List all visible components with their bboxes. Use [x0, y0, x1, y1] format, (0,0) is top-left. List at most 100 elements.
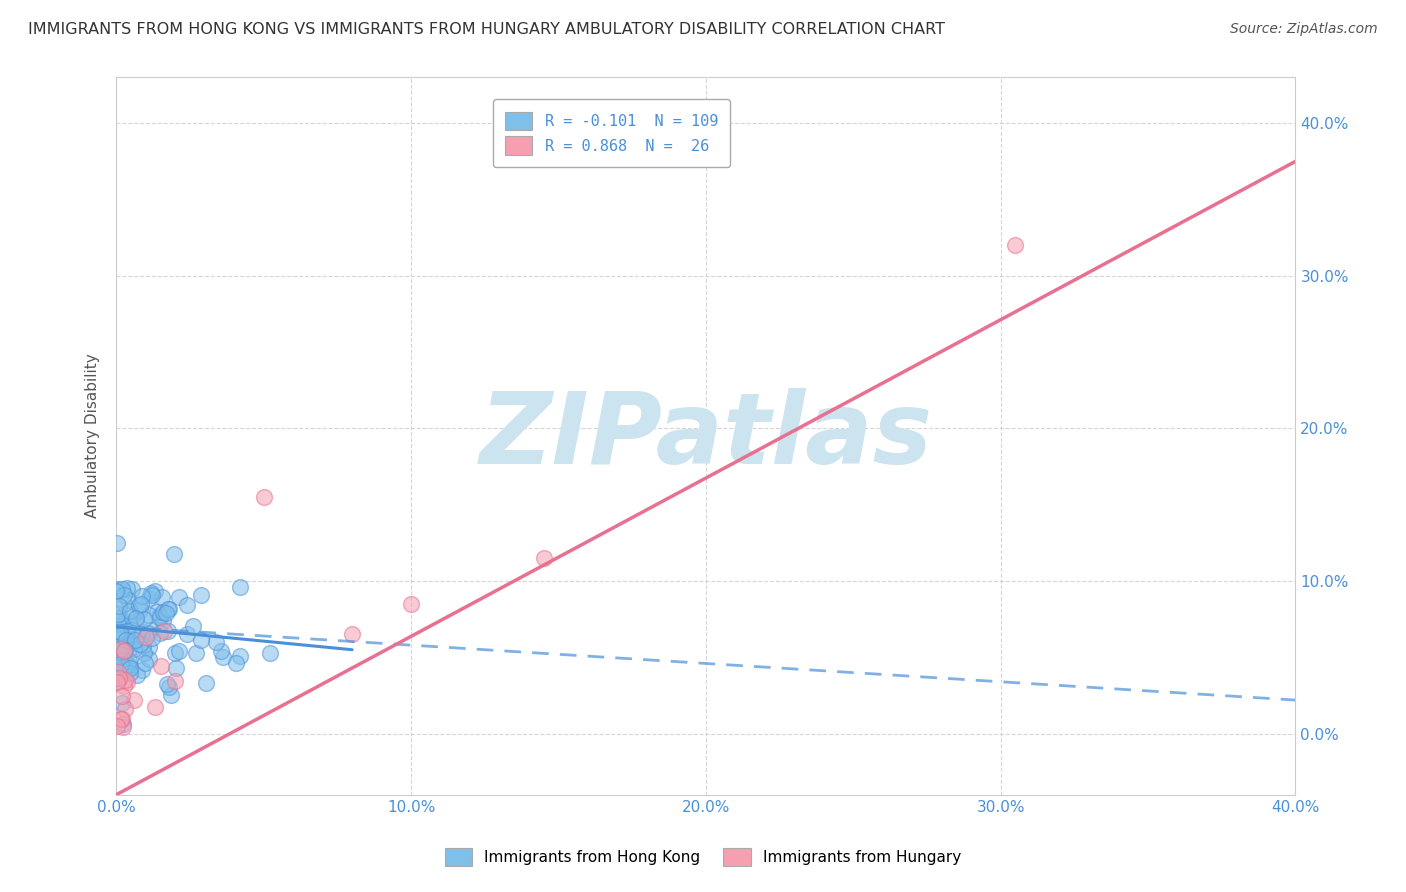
Point [163, 646, 186, 660]
Text: IMMIGRANTS FROM HONG KONG VS IMMIGRANTS FROM HUNGARY AMBULATORY DISABILITY CORRE: IMMIGRANTS FROM HONG KONG VS IMMIGRANTS … [28, 22, 945, 37]
Point [211, 650, 233, 665]
Point [139, 623, 162, 637]
Point [135, 630, 157, 644]
Point [124, 633, 146, 648]
Point [533, 551, 555, 566]
Point [152, 614, 174, 628]
Point [131, 639, 153, 653]
Point [149, 626, 172, 640]
Point [110, 696, 132, 710]
Point [107, 659, 129, 673]
Point [253, 490, 276, 504]
Point [134, 646, 156, 660]
Point [129, 603, 152, 617]
Point [138, 652, 160, 666]
Point [112, 664, 135, 678]
Point [110, 624, 132, 639]
Point [105, 675, 128, 690]
Point [121, 582, 143, 596]
Point [138, 591, 160, 605]
Point [149, 608, 172, 623]
Point [108, 628, 131, 642]
Point [131, 663, 153, 677]
Point [125, 611, 148, 625]
Point [105, 636, 128, 650]
Point [132, 612, 155, 626]
Point [211, 644, 233, 658]
Point [149, 659, 172, 673]
Point [229, 649, 252, 664]
Point [110, 668, 132, 682]
Point [128, 598, 150, 612]
Point [167, 644, 190, 658]
Point [190, 632, 212, 647]
Point [110, 712, 132, 726]
Point [107, 655, 129, 669]
Point [114, 702, 136, 716]
Point [105, 535, 128, 549]
Point [107, 642, 129, 657]
Point [141, 632, 163, 646]
Y-axis label: Ambulatory Disability: Ambulatory Disability [86, 354, 100, 518]
Point [110, 657, 132, 671]
Point [118, 654, 141, 668]
Point [105, 583, 128, 598]
Point [112, 658, 135, 673]
Point [157, 624, 180, 638]
Point [111, 582, 134, 596]
Point [112, 679, 135, 693]
Point [105, 719, 128, 733]
Point [162, 547, 184, 561]
Point [117, 593, 139, 607]
Point [112, 597, 135, 611]
Text: Source: ZipAtlas.com: Source: ZipAtlas.com [1230, 22, 1378, 37]
Point [195, 675, 218, 690]
Point [134, 656, 156, 670]
Point [138, 640, 160, 655]
Point [157, 680, 180, 694]
Point [190, 588, 212, 602]
Point [131, 589, 153, 603]
Point [118, 658, 141, 673]
Point [118, 641, 141, 656]
Point [107, 582, 129, 596]
Point [122, 641, 145, 656]
Legend: R = -0.101  N = 109, R = 0.868  N =  26: R = -0.101 N = 109, R = 0.868 N = 26 [492, 99, 730, 168]
Point [146, 605, 169, 619]
Point [111, 619, 134, 633]
Point [120, 634, 142, 648]
Text: ZIPatlas: ZIPatlas [479, 387, 932, 484]
Point [136, 626, 159, 640]
Point [108, 639, 131, 653]
Point [155, 607, 177, 621]
Point [399, 597, 422, 611]
Point [120, 666, 142, 681]
Point [152, 624, 174, 639]
Point [340, 627, 363, 641]
Point [259, 646, 281, 660]
Point [204, 635, 226, 649]
Point [118, 617, 141, 632]
Point [184, 646, 207, 660]
Point [114, 673, 136, 688]
Point [108, 671, 131, 685]
Point [165, 674, 187, 689]
Point [143, 700, 166, 714]
Point [157, 602, 180, 616]
Point [120, 604, 142, 618]
Point [225, 656, 247, 670]
Point [111, 712, 134, 726]
Point [121, 610, 143, 624]
Point [115, 632, 138, 647]
Point [183, 619, 205, 633]
Point [111, 617, 134, 632]
Point [112, 644, 135, 658]
Point [131, 627, 153, 641]
Point [112, 720, 135, 734]
Point [118, 661, 141, 675]
Point [115, 674, 138, 689]
Point [107, 612, 129, 626]
Point [107, 607, 129, 621]
Point [108, 609, 131, 624]
Point [122, 636, 145, 650]
